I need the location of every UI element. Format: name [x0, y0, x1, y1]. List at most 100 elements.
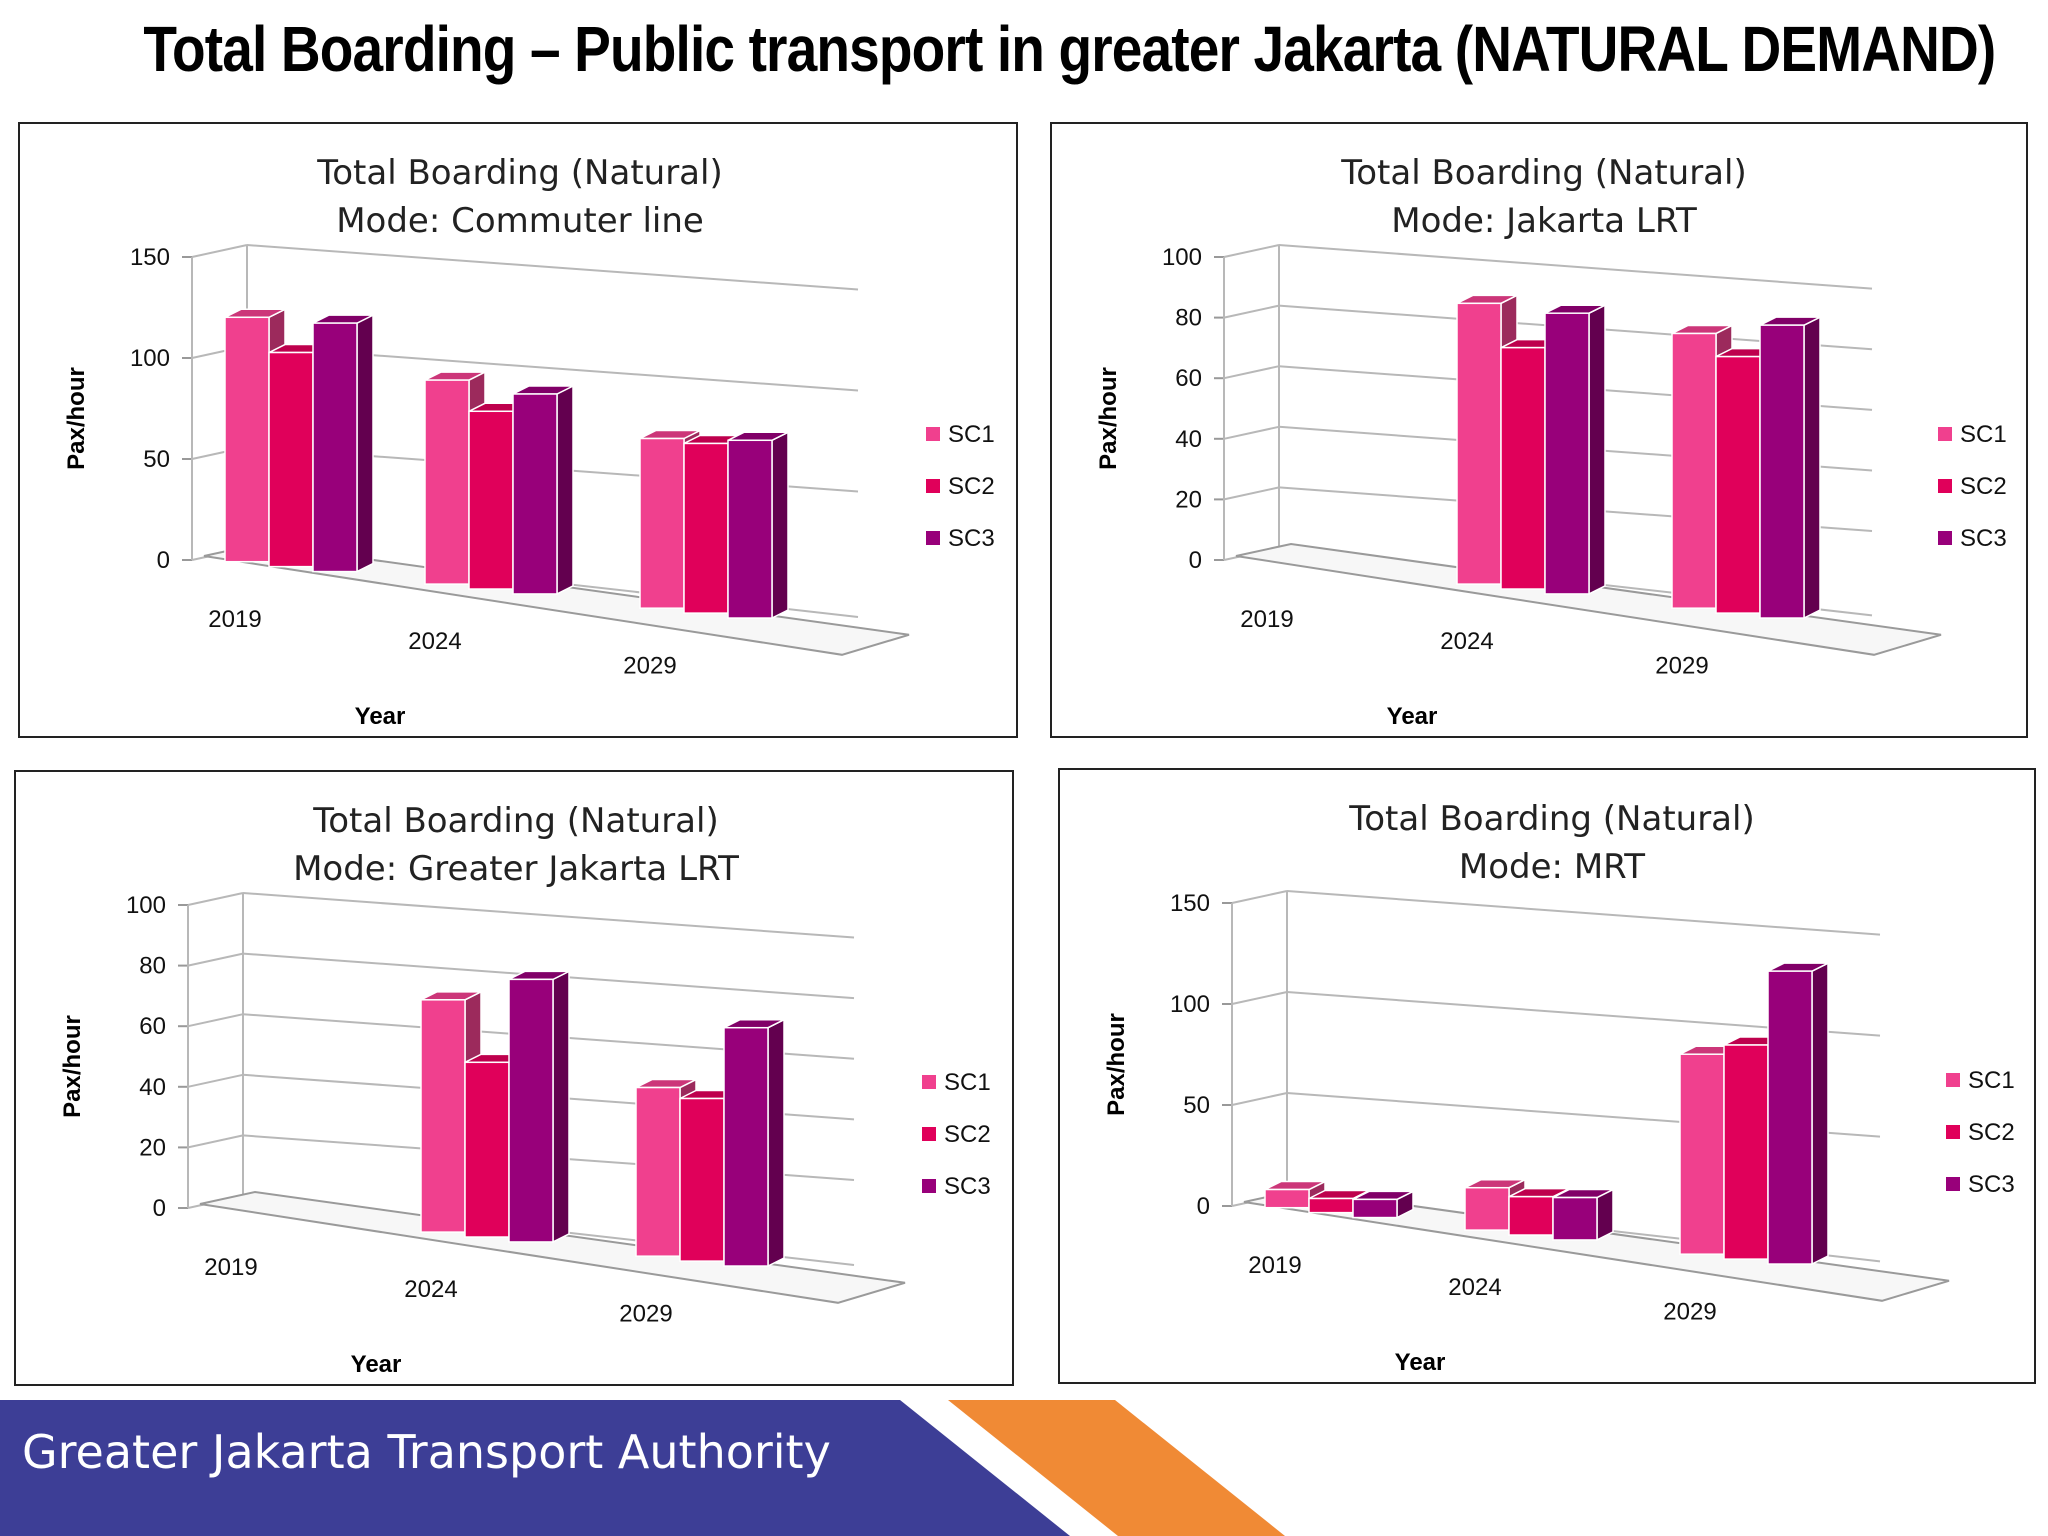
bar-front — [679, 1097, 725, 1262]
bar-side — [356, 313, 374, 573]
footer-band — [0, 1400, 1285, 1536]
legend: SC1 SC2 SC3 — [926, 421, 995, 552]
bar-front — [639, 437, 685, 609]
y-tick-label: 100 — [130, 345, 170, 372]
y-axis-title: Pax/hour — [59, 1015, 86, 1118]
y-tick-label: 20 — [1175, 486, 1202, 513]
legend-label-sc3: SC3 — [948, 525, 995, 552]
chart-subtitle: Mode: Greater Jakarta LRT — [293, 849, 739, 889]
bar-sc3-2024 — [508, 970, 570, 1244]
x-axis-title: Year — [355, 703, 406, 730]
bar-front — [1552, 1196, 1598, 1241]
bar-front — [420, 999, 466, 1233]
y-tick-label: 80 — [139, 953, 166, 980]
side-gridline — [187, 892, 244, 906]
legend-label-sc1: SC1 — [948, 421, 995, 448]
y-tick-label: 40 — [1175, 426, 1202, 453]
back-gridline — [1286, 890, 1881, 936]
legend-swatch-sc1 — [1946, 1073, 1960, 1087]
bar-front — [1759, 324, 1805, 619]
bar-front — [508, 978, 554, 1243]
y-tick-label: 100 — [1162, 244, 1202, 271]
chart-jakarta-lrt: Total Boarding (Natural) Mode: Jakarta LR… — [1095, 153, 2007, 730]
legend-swatch-sc2 — [926, 479, 940, 493]
chart-title: Total Boarding (Natural) — [1348, 799, 1754, 839]
side-gridline — [187, 1134, 244, 1149]
page-title: Total Boarding – Public transport in gre… — [143, 13, 1996, 85]
legend-swatch-sc3 — [926, 531, 940, 545]
x-axis-title: Year — [1387, 703, 1438, 730]
bar-front — [512, 393, 558, 595]
side-gridline — [1223, 486, 1280, 501]
legend-label-sc2: SC2 — [1960, 473, 2007, 500]
chart-title: Total Boarding (Natural) — [1340, 153, 1746, 193]
back-gridline — [246, 244, 859, 291]
bar-front — [312, 322, 358, 573]
bar-front — [1264, 1188, 1310, 1209]
x-tick-label: 2024 — [1448, 1274, 1501, 1301]
side-gridline — [187, 1013, 244, 1028]
bar-sc3-2029 — [723, 1018, 785, 1268]
bar-sc3-2019 — [312, 313, 374, 573]
bar-front — [424, 379, 470, 585]
legend: SC1 SC2 SC3 — [922, 1069, 991, 1200]
legend-label-sc1: SC1 — [944, 1069, 991, 1096]
bar-front — [1679, 1053, 1725, 1255]
bar-sc3-2029 — [727, 431, 789, 620]
x-tick-label: 2029 — [623, 652, 676, 679]
y-tick-label: 0 — [153, 1195, 166, 1222]
x-tick-label: 2019 — [208, 606, 261, 633]
chart-panel-mrt: Total Boarding (Natural) Mode: MRT 0 50 100 1… — [1058, 768, 2036, 1384]
chart-subtitle: Mode: Commuter line — [336, 201, 704, 241]
legend-label-sc2: SC2 — [944, 1121, 991, 1148]
side-gridline — [1231, 890, 1288, 904]
bar-front — [1456, 302, 1502, 585]
bar-sc3-2029 — [1759, 315, 1821, 620]
y-axis-title: Pax/hour — [1103, 1013, 1130, 1116]
legend-label-sc2: SC2 — [1968, 1119, 2015, 1146]
footer-authority-name: Greater Jakarta Transport Authority — [22, 1425, 831, 1479]
x-tick-label: 2019 — [1248, 1252, 1301, 1279]
side-gridline — [187, 952, 244, 967]
bar-sc3-2024 — [1544, 303, 1606, 596]
side-gridline — [187, 1073, 244, 1088]
legend-swatch-sc3 — [1946, 1177, 1960, 1191]
bar-side — [771, 431, 789, 620]
side-gridline — [1223, 425, 1280, 440]
legend-swatch-sc2 — [922, 1127, 936, 1141]
y-tick-label: 40 — [139, 1074, 166, 1101]
legend-label-sc2: SC2 — [948, 473, 995, 500]
x-tick-label: 2024 — [408, 628, 461, 655]
y-tick-label: 80 — [1175, 305, 1202, 332]
x-axis-title: Year — [1395, 1349, 1446, 1376]
side-gridline — [1231, 1092, 1288, 1106]
bar-front — [268, 351, 314, 568]
chart-subtitle: Mode: Jakarta LRT — [1391, 201, 1697, 241]
bar-side — [556, 384, 574, 596]
chart-mrt: Total Boarding (Natural) Mode: MRT 0 50 100 1… — [1103, 799, 2015, 1376]
legend-label-sc3: SC3 — [1968, 1171, 2015, 1198]
y-tick-label: 60 — [139, 1013, 166, 1040]
chart-greater-jakarta-lrt: Total Boarding (Natural) Mode: Greater Ja… — [59, 801, 991, 1378]
x-tick-label: 2024 — [1440, 628, 1493, 655]
chart-floor — [199, 1190, 906, 1304]
bar-side — [1803, 315, 1821, 620]
x-tick-label: 2019 — [1240, 606, 1293, 633]
bar-front — [224, 316, 270, 563]
y-tick-label: 150 — [1170, 890, 1210, 917]
legend-swatch-sc1 — [926, 427, 940, 441]
legend-swatch-sc1 — [1938, 427, 1952, 441]
x-tick-label: 2029 — [1663, 1298, 1716, 1325]
chart-panel-greater-jakarta-lrt: Total Boarding (Natural) Mode: Greater Ja… — [14, 770, 1014, 1386]
bar-sc3-2024 — [1552, 1188, 1614, 1242]
chart-commuter-line: Total Boarding (Natural) Mode: Commuter l… — [63, 153, 995, 730]
side-gridline — [1223, 365, 1280, 380]
legend-label-sc1: SC1 — [1960, 421, 2007, 448]
bar-front — [1544, 312, 1590, 595]
bar-front — [468, 410, 514, 590]
side-gridline — [1223, 304, 1280, 319]
y-tick-label: 60 — [1175, 365, 1202, 392]
footer-orange-shape — [948, 1400, 1285, 1536]
y-tick-label: 100 — [1170, 991, 1210, 1018]
bar-front — [727, 439, 773, 619]
